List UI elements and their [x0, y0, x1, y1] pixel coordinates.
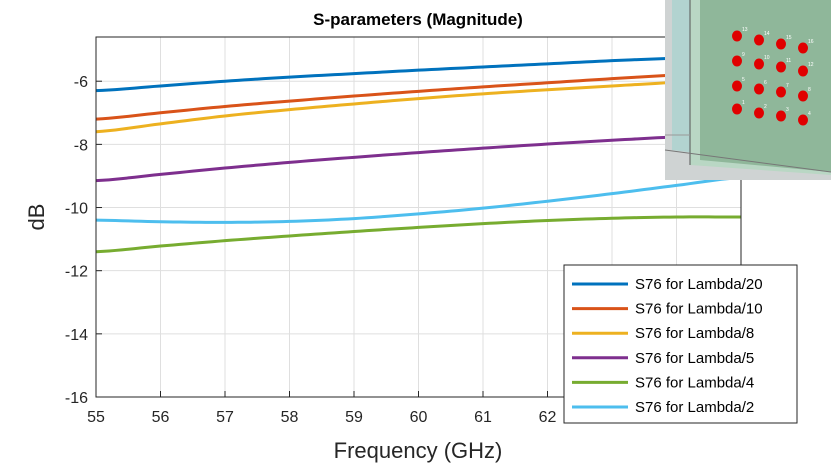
chart-title: S-parameters (Magnitude): [313, 10, 523, 29]
patch-element: [754, 34, 764, 46]
port-label: 15: [786, 35, 792, 41]
legend-entry: S76 for Lambda/5: [635, 350, 754, 367]
patch-element: [776, 61, 786, 73]
port-label: 13: [742, 27, 748, 33]
x-tick-label: 61: [474, 409, 492, 426]
x-tick-label: 56: [152, 409, 170, 426]
legend-box: [563, 264, 798, 424]
port-label: 6: [764, 80, 767, 86]
patch-element: [732, 80, 742, 92]
series-line-3: [95, 76, 742, 134]
patch-element: [754, 83, 764, 95]
series-lines: [95, 54, 742, 254]
patch-element: [776, 110, 786, 122]
y-axis-ticks: -16 -14 -12 -10 -8 -6: [65, 74, 102, 407]
patch-element: [776, 86, 786, 98]
port-label: 16: [808, 39, 814, 45]
x-tick-label: 60: [410, 409, 428, 426]
port-label: 8: [808, 87, 811, 93]
port-label: 11: [786, 58, 791, 64]
legend-entry: S76 for Lambda/4: [635, 374, 754, 391]
inset-base-line: [664, 149, 831, 173]
x-tick-label: 55: [87, 409, 105, 426]
patch-element: [754, 58, 764, 70]
port-label: 1: [742, 100, 745, 106]
y-tick-label: -10: [65, 201, 88, 218]
patch-element: [798, 114, 808, 126]
legend-entry: S76 for Lambda/20: [635, 276, 763, 293]
x-axis-label: Frequency (GHz): [334, 438, 503, 463]
port-label: 9: [742, 52, 745, 58]
y-tick-label: -12: [65, 264, 88, 281]
port-label: 14: [764, 31, 770, 37]
y-tick-label: -8: [74, 137, 88, 154]
port-label: 12: [808, 62, 814, 68]
port-label: 7: [786, 83, 789, 89]
patch-element: [732, 103, 742, 115]
series-line-6: [95, 176, 742, 224]
x-tick-label: 62: [539, 409, 557, 426]
series-line-1: [95, 54, 742, 93]
x-tick-label: 58: [281, 409, 299, 426]
y-tick-label: -6: [74, 74, 88, 91]
y-axis-label: dB: [24, 204, 49, 231]
legend: S76 for Lambda/20 S76 for Lambda/10 S76 fo…: [563, 264, 798, 424]
patch-element: [754, 107, 764, 119]
port-label: 5: [742, 77, 745, 83]
patch-element: [798, 90, 808, 102]
port-label: 10: [764, 55, 770, 61]
patch-element: [776, 38, 786, 50]
patch-element: [798, 42, 808, 54]
port-label: 4: [808, 111, 811, 117]
y-tick-label: -16: [65, 390, 88, 407]
legend-entry: S76 for Lambda/8: [635, 325, 754, 342]
patch-element: [732, 30, 742, 42]
y-tick-label: -14: [65, 327, 88, 344]
port-label: 2: [764, 104, 767, 110]
ground-plane: [700, 0, 831, 172]
patch-element: [732, 55, 742, 67]
legend-entry: S76 for Lambda/2: [635, 399, 754, 416]
series-line-2: [95, 70, 742, 121]
patch-element: [798, 65, 808, 77]
series-line-5: [95, 215, 742, 254]
port-label: 3: [786, 107, 789, 113]
x-tick-label: 59: [345, 409, 363, 426]
series-line-4: [95, 132, 742, 183]
legend-entry: S76 for Lambda/10: [635, 301, 763, 318]
x-tick-label: 57: [216, 409, 234, 426]
